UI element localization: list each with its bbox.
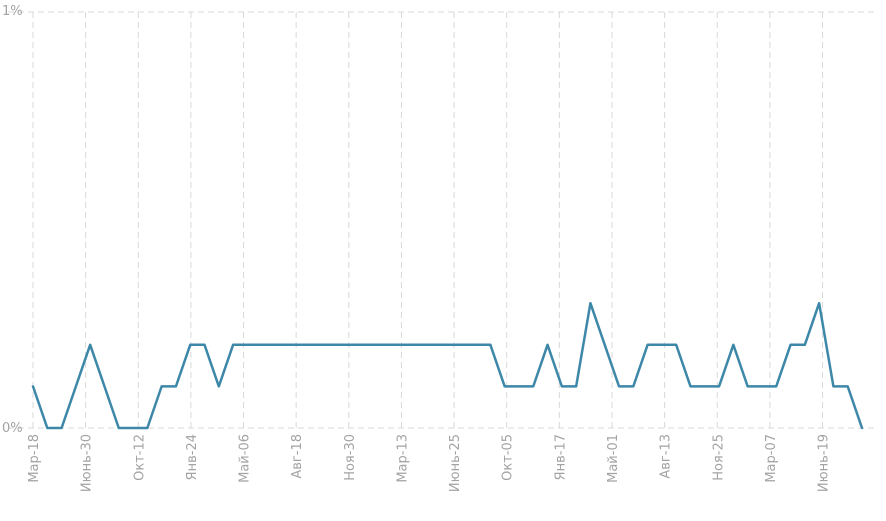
- x-tick-label: Мар-18: [27, 434, 42, 483]
- x-tick-label: Ноя-30: [343, 434, 358, 481]
- x-tick-label: Янв-17: [553, 434, 568, 480]
- x-tick-label: Июнь-25: [448, 434, 463, 492]
- x-tick-label: Ноя-25: [711, 434, 726, 481]
- x-tick-label: Июнь-30: [80, 434, 95, 492]
- x-tick-label: Мар-13: [395, 434, 410, 483]
- x-tick-label: Янв-24: [185, 434, 200, 480]
- x-tick-label: Мар-07: [764, 434, 779, 483]
- x-tick-label: Окт-12: [132, 434, 147, 481]
- x-tick-label: Июнь-19: [817, 434, 832, 492]
- grid-layer: [8, 11, 878, 429]
- y-tick-label: 1%: [2, 4, 23, 19]
- x-tick-label: Май-01: [606, 434, 621, 483]
- x-tick-label: Май-06: [238, 434, 253, 483]
- x-tick-label: Авг-13: [659, 434, 674, 479]
- series-line: [31, 301, 864, 430]
- series-layer: [31, 301, 864, 430]
- y-axis: 1% 0%: [2, 4, 23, 436]
- x-tick-label: Окт-05: [501, 434, 516, 481]
- x-axis: Мар-18 Июнь-30 Окт-12 Янв-24 Май-06 Авг-18 Ноя…: [27, 434, 832, 492]
- y-tick-label: 0%: [2, 421, 23, 436]
- x-tick-label: Авг-18: [290, 434, 305, 479]
